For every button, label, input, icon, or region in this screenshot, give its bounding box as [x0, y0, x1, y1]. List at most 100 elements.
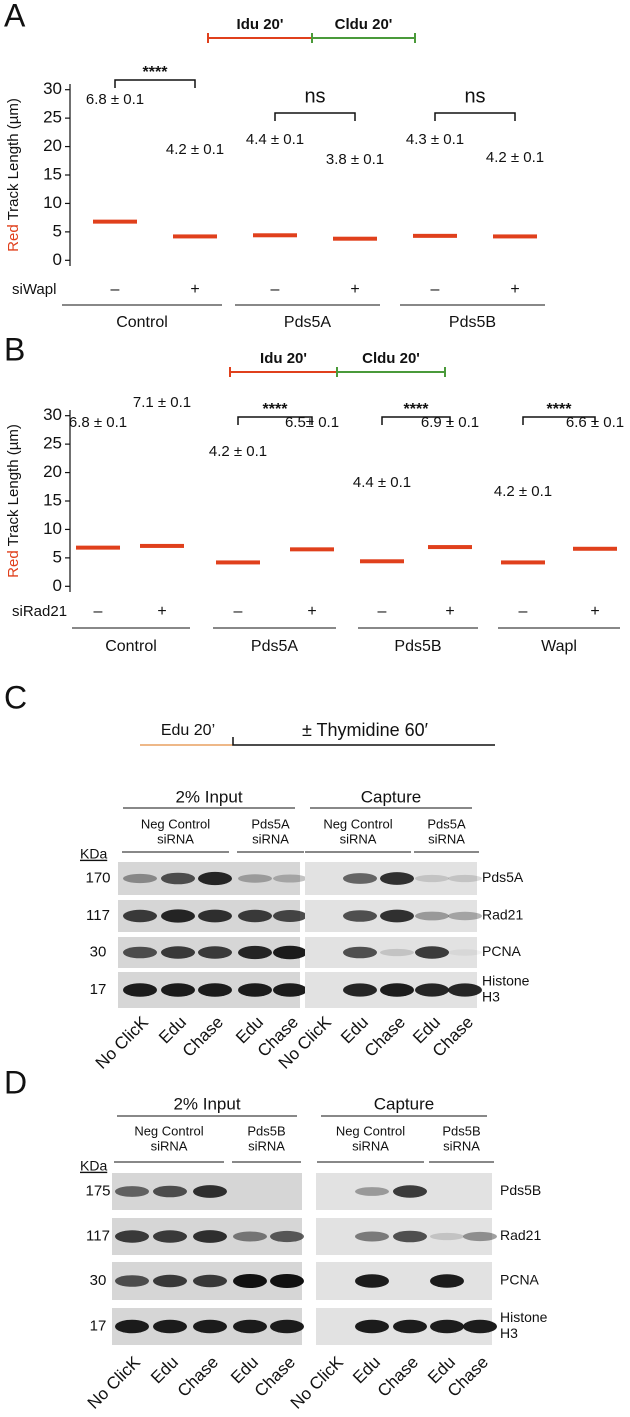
band	[153, 1319, 187, 1334]
protein-label: Histone	[482, 973, 530, 989]
kda-label: 17	[90, 1317, 107, 1334]
band	[115, 1230, 149, 1243]
band	[115, 1275, 149, 1287]
band	[415, 874, 449, 883]
lane-label: Chase	[374, 1353, 422, 1401]
y-label-part: Red	[5, 224, 22, 252]
lane-label: No ClicK	[287, 1352, 348, 1413]
y-tick-label: 30	[43, 405, 62, 424]
significance-label: ns	[304, 85, 325, 107]
band	[415, 911, 449, 921]
category-label: +	[445, 603, 454, 620]
significance-bracket	[114, 79, 196, 88]
value-label: 3.8 ± 0.1	[326, 151, 384, 168]
band	[273, 910, 307, 922]
timeline-chase	[232, 737, 495, 746]
kda-header: KDa	[80, 1158, 107, 1174]
band	[448, 874, 482, 883]
y-axis-label: Red Track Length (µm)	[5, 424, 22, 578]
band	[193, 1185, 227, 1198]
group-label: Pds5B	[394, 638, 441, 655]
lane-label: No ClicK	[92, 1012, 153, 1073]
y-label-part: Track Length (µm)	[5, 98, 22, 224]
kda-label: 175	[85, 1182, 110, 1199]
protein-label: PCNA	[500, 1272, 540, 1288]
mean-bar	[428, 545, 472, 550]
protein-label: Rad21	[482, 907, 523, 923]
significance-bracket	[274, 112, 356, 121]
band	[193, 1274, 227, 1288]
band	[430, 1319, 464, 1334]
significance-label: ****	[143, 64, 169, 81]
lane-label: Chase	[361, 1013, 409, 1061]
section-title: Capture	[374, 1094, 434, 1113]
protein-label: Pds5A	[482, 869, 524, 885]
value-label: 4.2 ± 0.1	[494, 483, 552, 500]
value-label: 4.2 ± 0.1	[166, 141, 224, 158]
band	[161, 909, 195, 923]
y-label-part: Track Length (µm)	[5, 424, 22, 550]
band	[233, 1319, 267, 1334]
band	[123, 909, 157, 923]
value-label: 6.8 ± 0.1	[69, 414, 127, 431]
band	[355, 1274, 389, 1288]
mean-bar	[76, 545, 120, 550]
group-label: Neg Control	[141, 816, 210, 831]
y-tick-label: 15	[43, 490, 62, 509]
group-label: Neg Control	[323, 816, 392, 831]
category-label: –	[111, 281, 120, 298]
band	[415, 946, 449, 959]
y-tick-label: 20	[43, 136, 62, 155]
significance-label: ****	[547, 401, 573, 418]
band	[153, 1230, 187, 1243]
group-label: Neg Control	[336, 1123, 405, 1138]
lane-label: Chase	[179, 1013, 227, 1061]
band	[393, 1230, 427, 1243]
band	[343, 873, 377, 884]
category-label: –	[94, 603, 103, 620]
band	[123, 873, 157, 884]
mean-bar	[413, 233, 457, 238]
value-label: 4.4 ± 0.1	[246, 131, 304, 148]
group-label: siRNA	[340, 831, 377, 846]
kda-label: 117	[86, 1227, 110, 1244]
mean-bar	[573, 546, 617, 551]
y-tick-label: 30	[43, 79, 62, 98]
y-tick-label: 0	[53, 576, 62, 595]
band	[448, 983, 482, 997]
band	[380, 872, 414, 885]
significance-bracket	[381, 416, 451, 425]
group-label: Pds5B	[247, 1123, 285, 1138]
y-tick-label: 25	[43, 108, 62, 127]
category-label: –	[378, 603, 387, 620]
timeline-label: Idu 20'	[237, 16, 284, 33]
timeline-label: ± Thymidine 60′	[302, 720, 429, 740]
timeline-label: Cldu 20'	[362, 350, 420, 367]
significance-label: ****	[404, 401, 430, 418]
lane-label: Chase	[174, 1353, 222, 1401]
mean-bar	[290, 547, 334, 552]
band	[430, 1232, 464, 1241]
band	[273, 945, 307, 960]
panel-label: C	[4, 679, 27, 715]
band	[355, 1187, 389, 1196]
band	[115, 1186, 149, 1197]
category-label: –	[519, 603, 528, 620]
group-label: siRNA	[157, 831, 194, 846]
band	[153, 1185, 187, 1198]
timeline-label: Idu 20'	[260, 350, 307, 367]
band	[161, 872, 195, 885]
value-label: 4.3 ± 0.1	[406, 131, 464, 148]
band	[270, 1230, 304, 1243]
mean-bar	[501, 560, 545, 565]
group-label: Neg Control	[134, 1123, 203, 1138]
group-label: Control	[116, 314, 168, 331]
section-title: 2% Input	[173, 1094, 240, 1113]
group-label: Pds5A	[427, 816, 466, 831]
band	[463, 1319, 497, 1334]
mean-bar	[333, 236, 377, 241]
band	[273, 874, 307, 883]
panel-label: A	[4, 0, 26, 33]
protein-label: H3	[482, 989, 500, 1005]
